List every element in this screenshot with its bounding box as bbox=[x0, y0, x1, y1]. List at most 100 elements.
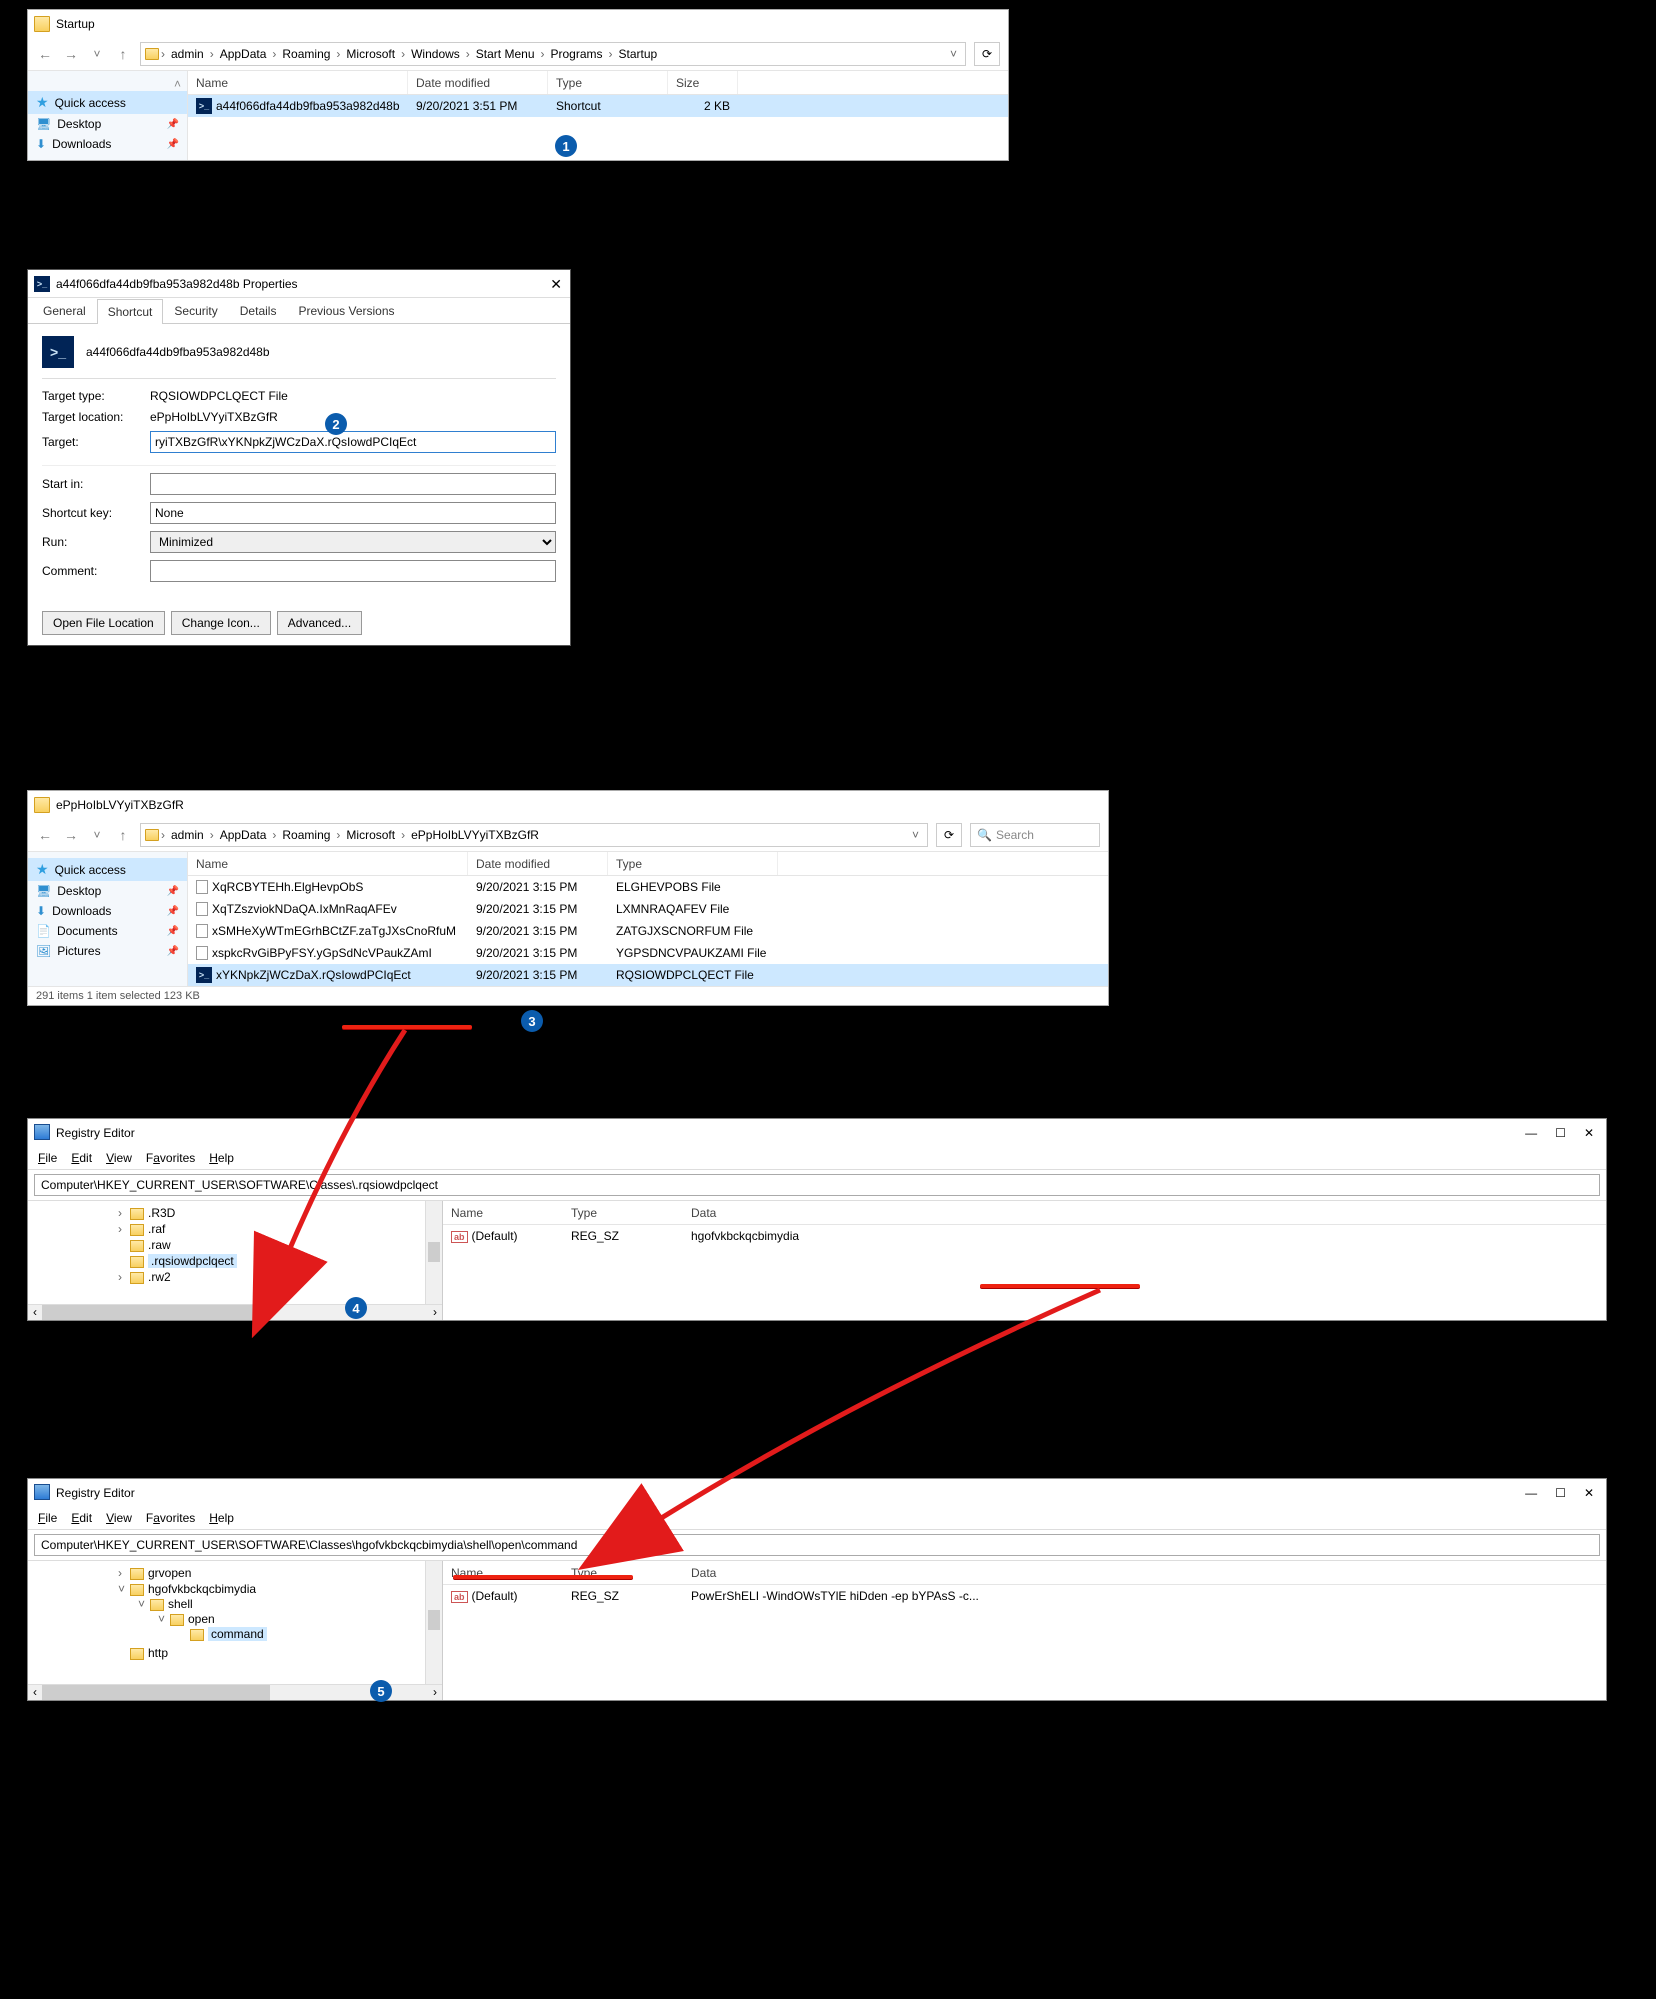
tree-node[interactable]: ˅open command bbox=[158, 1611, 442, 1643]
quick-access-item[interactable]: ★Quick access bbox=[28, 91, 187, 114]
registry-address[interactable]: Computer\HKEY_CURRENT_USER\SOFTWARE\Clas… bbox=[34, 1174, 1600, 1196]
menu-edit[interactable]: Edit bbox=[71, 1151, 92, 1165]
up-button[interactable]: ˅ bbox=[88, 47, 106, 61]
nav-desktop[interactable]: 🖥Desktop📌 bbox=[28, 114, 187, 134]
open-file-location-button[interactable]: Open File Location bbox=[42, 611, 165, 635]
breadcrumb[interactable]: Roaming bbox=[278, 828, 334, 842]
forward-button[interactable]: → bbox=[62, 46, 80, 62]
nav-documents[interactable]: 📄Documents📌 bbox=[28, 921, 187, 941]
menu-edit[interactable]: Edit bbox=[71, 1511, 92, 1525]
chevron-down-icon[interactable]: ˅ bbox=[908, 828, 923, 842]
refresh-button[interactable]: ⟳ bbox=[936, 823, 962, 847]
breadcrumb[interactable]: Roaming bbox=[278, 47, 334, 61]
breadcrumb[interactable]: Windows bbox=[407, 47, 464, 61]
file-row[interactable]: xspkcRvGiBPyFSY.yGpSdNcVPaukZAmI9/20/202… bbox=[188, 942, 1108, 964]
registry-address[interactable]: Computer\HKEY_CURRENT_USER\SOFTWARE\Clas… bbox=[34, 1534, 1600, 1556]
col-data[interactable]: Data bbox=[683, 1561, 1183, 1584]
registry-value-row[interactable]: ab(Default) REG_SZ PowErShELI -WindOWsTY… bbox=[443, 1585, 1606, 1607]
shortcut-key-input[interactable] bbox=[150, 502, 556, 524]
maximize-button[interactable]: ☐ bbox=[1555, 1486, 1566, 1500]
col-date[interactable]: Date modified bbox=[408, 71, 548, 94]
refresh-button[interactable]: ⟳ bbox=[974, 42, 1000, 66]
close-button[interactable]: ✕ bbox=[1584, 1126, 1594, 1140]
tree-vscroll[interactable] bbox=[425, 1201, 442, 1304]
registry-value-row[interactable]: ab(Default) REG_SZ hgofvkbckqcbimydia bbox=[443, 1225, 1606, 1247]
tree-node[interactable]: ›grvopen bbox=[118, 1565, 442, 1581]
menu-view[interactable]: View bbox=[106, 1511, 132, 1525]
menu-help[interactable]: Help bbox=[209, 1511, 234, 1525]
back-button[interactable]: ← bbox=[36, 46, 54, 62]
scroll-up-icon[interactable]: ˄ bbox=[28, 77, 187, 91]
col-type[interactable]: Type bbox=[563, 1561, 683, 1584]
nav-desktop[interactable]: 🖥Desktop📌 bbox=[28, 881, 187, 901]
tree-hscroll[interactable]: ‹› bbox=[28, 1304, 442, 1320]
up-dir-button[interactable]: ↑ bbox=[114, 827, 132, 843]
tab-previous-versions[interactable]: Previous Versions bbox=[287, 298, 405, 323]
titlebar[interactable]: Registry Editor — ☐ ✕ bbox=[28, 1479, 1606, 1507]
maximize-button[interactable]: ☐ bbox=[1555, 1126, 1566, 1140]
column-headers[interactable]: Name Date modified Type Size bbox=[188, 71, 1008, 95]
breadcrumb[interactable]: ePpHoIbLVYyiTXBzGfR bbox=[407, 828, 543, 842]
tree-vscroll[interactable] bbox=[425, 1561, 442, 1684]
back-button[interactable]: ← bbox=[36, 827, 54, 843]
tab-general[interactable]: General bbox=[32, 298, 97, 323]
tab-shortcut[interactable]: Shortcut bbox=[97, 299, 164, 324]
tree-node[interactable]: ˅hgofvkbckqcbimydia ˅shell ˅open command bbox=[118, 1581, 442, 1645]
column-headers[interactable]: Name Date modified Type bbox=[188, 852, 1108, 876]
titlebar[interactable]: Startup bbox=[28, 10, 1008, 38]
breadcrumb[interactable]: Microsoft bbox=[342, 47, 399, 61]
titlebar[interactable]: a44f066dfa44db9fba953a982d48b Properties… bbox=[28, 270, 570, 298]
col-name[interactable]: Name bbox=[443, 1201, 563, 1224]
address-bar[interactable]: › admin› AppData› Roaming› Microsoft› eP… bbox=[140, 823, 928, 847]
tree-node[interactable]: .raw bbox=[118, 1237, 442, 1253]
change-icon-button[interactable]: Change Icon... bbox=[171, 611, 271, 635]
file-row[interactable]: xSMHeXyWTmEGrhBCtZF.zaTgJXsCnoRfuM9/20/2… bbox=[188, 920, 1108, 942]
value-columns[interactable]: Name Type Data bbox=[443, 1561, 1606, 1585]
breadcrumb[interactable]: AppData bbox=[216, 828, 271, 842]
breadcrumb[interactable]: AppData bbox=[216, 47, 271, 61]
col-name[interactable]: Name bbox=[443, 1561, 563, 1584]
menu-help[interactable]: Help bbox=[209, 1151, 234, 1165]
titlebar[interactable]: ePpHoIbLVYyiTXBzGfR bbox=[28, 791, 1108, 819]
file-row[interactable]: XqTZszviokNDaQA.IxMnRaqAFEv9/20/2021 3:1… bbox=[188, 898, 1108, 920]
menu-file[interactable]: File bbox=[38, 1511, 57, 1525]
col-data[interactable]: Data bbox=[683, 1201, 943, 1224]
tab-details[interactable]: Details bbox=[229, 298, 288, 323]
titlebar[interactable]: Registry Editor — ☐ ✕ bbox=[28, 1119, 1606, 1147]
breadcrumb[interactable]: admin bbox=[167, 828, 208, 842]
file-row[interactable]: xYKNpkZjWCzDaX.rQsIowdPCIqEct9/20/2021 3… bbox=[188, 964, 1108, 986]
nav-downloads[interactable]: ⬇Downloads📌 bbox=[28, 134, 187, 154]
breadcrumb[interactable]: admin bbox=[167, 47, 208, 61]
col-name[interactable]: Name bbox=[188, 852, 468, 875]
run-select[interactable]: Minimized bbox=[150, 531, 556, 553]
target-input[interactable] bbox=[150, 431, 556, 453]
nav-pictures[interactable]: 🖼Pictures📌 bbox=[28, 941, 187, 961]
nav-downloads[interactable]: ⬇Downloads📌 bbox=[28, 901, 187, 921]
minimize-button[interactable]: — bbox=[1525, 1486, 1537, 1500]
col-date[interactable]: Date modified bbox=[468, 852, 608, 875]
file-row[interactable]: XqRCBYTEHh.ElgHevpObS9/20/2021 3:15 PMEL… bbox=[188, 876, 1108, 898]
address-bar[interactable]: › admin› AppData› Roaming› Microsoft› Wi… bbox=[140, 42, 966, 66]
comment-input[interactable] bbox=[150, 560, 556, 582]
forward-button[interactable]: → bbox=[62, 827, 80, 843]
breadcrumb[interactable]: Microsoft bbox=[342, 828, 399, 842]
breadcrumb[interactable]: Programs bbox=[547, 47, 607, 61]
menu-favorites[interactable]: Favorites bbox=[146, 1151, 195, 1165]
col-size[interactable]: Size bbox=[668, 71, 738, 94]
tab-security[interactable]: Security bbox=[163, 298, 228, 323]
col-type[interactable]: Type bbox=[608, 852, 778, 875]
file-row[interactable]: a44f066dfa44db9fba953a982d48b 9/20/2021 … bbox=[188, 95, 1008, 117]
start-in-input[interactable] bbox=[150, 473, 556, 495]
up-dir-button[interactable]: ↑ bbox=[114, 46, 132, 62]
registry-tree[interactable]: ›.R3D ›.raf .raw .rqsiowdpclqect ›.rw2 ‹… bbox=[28, 1201, 443, 1320]
tree-node-selected[interactable]: command bbox=[178, 1626, 442, 1642]
col-type[interactable]: Type bbox=[548, 71, 668, 94]
history-button[interactable]: ˅ bbox=[88, 828, 106, 842]
advanced-button[interactable]: Advanced... bbox=[277, 611, 362, 635]
col-name[interactable]: Name bbox=[188, 71, 408, 94]
tree-node-selected[interactable]: .rqsiowdpclqect bbox=[118, 1253, 442, 1269]
menu-view[interactable]: View bbox=[106, 1151, 132, 1165]
tree-node[interactable]: http bbox=[118, 1645, 442, 1661]
minimize-button[interactable]: — bbox=[1525, 1126, 1537, 1140]
tree-node[interactable]: ˅shell ˅open command bbox=[138, 1596, 442, 1644]
